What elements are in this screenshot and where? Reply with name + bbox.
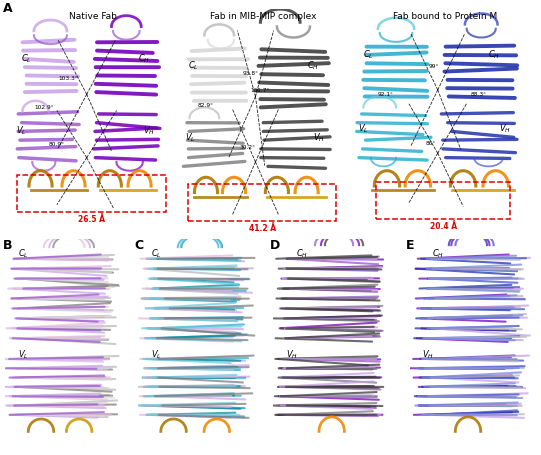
- Text: $V_H$: $V_H$: [422, 349, 434, 361]
- Text: $V_L$: $V_L$: [358, 122, 368, 135]
- Text: $C_H$: $C_H$: [307, 59, 319, 71]
- Text: 41.2 Å: 41.2 Å: [248, 224, 276, 233]
- Text: $V_H$: $V_H$: [499, 122, 511, 135]
- Text: A: A: [3, 2, 12, 15]
- Text: 161.7°: 161.7°: [250, 88, 270, 93]
- Text: $V_L$: $V_L$: [184, 131, 195, 144]
- Text: E: E: [406, 239, 414, 252]
- Text: 82.9°: 82.9°: [198, 103, 214, 108]
- Text: $C_H$: $C_H$: [296, 247, 308, 260]
- Text: $V_H$: $V_H$: [143, 125, 155, 137]
- Text: 93.8°: 93.8°: [242, 71, 259, 76]
- Text: $C_L$: $C_L$: [150, 247, 161, 260]
- Text: 26.5 Å: 26.5 Å: [78, 216, 105, 224]
- Text: $C_H$: $C_H$: [432, 247, 445, 260]
- Text: $V_H$: $V_H$: [313, 131, 325, 144]
- Text: 102.9°: 102.9°: [34, 105, 54, 110]
- Text: $C_L$: $C_L$: [364, 48, 374, 61]
- Text: $V_H$: $V_H$: [286, 349, 298, 361]
- Text: Fab in MIB-MIP complex: Fab in MIB-MIP complex: [210, 12, 317, 21]
- Text: 20.4 Å: 20.4 Å: [430, 222, 457, 231]
- Text: Fab bound to Protein M: Fab bound to Protein M: [393, 12, 497, 21]
- Text: 99°: 99°: [429, 64, 439, 69]
- Text: $C_L$: $C_L$: [21, 52, 31, 65]
- Text: $V_L$: $V_L$: [150, 349, 161, 361]
- Text: Native Fab: Native Fab: [69, 12, 117, 21]
- Text: 88.3°: 88.3°: [470, 92, 486, 97]
- Text: $C_H$: $C_H$: [489, 48, 500, 61]
- Text: C: C: [134, 239, 143, 252]
- Text: 30.2°: 30.2°: [239, 145, 255, 150]
- Text: $C_L$: $C_L$: [18, 247, 29, 260]
- Text: 80.9°: 80.9°: [49, 142, 65, 147]
- Text: $V_L$: $V_L$: [16, 125, 27, 137]
- Text: $C_H$: $C_H$: [138, 52, 150, 65]
- Text: 103.3°: 103.3°: [58, 76, 78, 81]
- Text: 92.1°: 92.1°: [378, 92, 394, 97]
- Text: D: D: [269, 239, 280, 252]
- Text: $V_L$: $V_L$: [18, 349, 29, 361]
- Text: $C_L$: $C_L$: [188, 59, 199, 71]
- Text: B: B: [3, 239, 12, 252]
- Text: 86°: 86°: [425, 141, 436, 146]
